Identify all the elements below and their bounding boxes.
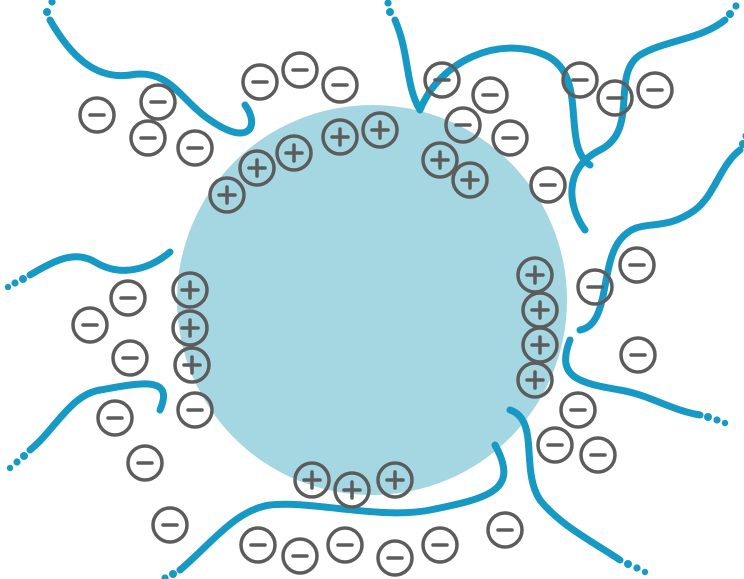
polymer-end-dot [384,0,391,7]
minus-charge-icon [488,513,522,547]
minus-charge-icon [378,541,412,575]
polymer-chain [7,384,164,471]
polymer-end-dot [704,413,712,421]
polymer-backbone [30,252,170,275]
minus-charge-icon [128,446,162,480]
minus-charge-icon [73,308,107,342]
polymer-end-dot [43,8,51,16]
polymer-end-dot [722,420,728,426]
polymer-end-dot [386,8,394,16]
minus-charge-icon [113,341,147,375]
minus-charge-icon [620,248,654,282]
polymer-end-dot [713,416,720,423]
polymer-end-dot [48,0,55,6]
minus-charge-icon [98,401,132,435]
minus-charge-icon [80,98,114,132]
polymer-end-dot [624,560,632,568]
minus-charge-icon [178,393,212,427]
polymer-end-dot [19,275,27,283]
minus-charge-icon [178,131,212,165]
minus-charge-icon [423,528,457,562]
polymer-end-dot [7,465,13,471]
minus-charge-icon [473,78,507,112]
polymer-end-dot [633,564,640,571]
polymer-end-dot [13,458,20,465]
polymer-end-dot [20,452,28,460]
minus-charge-icon [531,168,565,202]
polymer-end-dot [642,569,648,575]
polymer-end-dot [732,2,739,9]
polymer-chain [572,2,740,230]
polymer-end-dot [161,574,168,579]
minus-charge-icon [131,121,165,155]
minus-charge-icon [425,63,459,97]
minus-charge-icon [283,539,317,573]
minus-charge-icon [621,338,655,372]
polymer-end-dot [11,279,18,286]
polymer-end-dot [726,10,734,18]
minus-charge-icon [561,393,595,427]
polymer-chain [566,340,729,426]
polymer-end-dot [5,284,11,290]
minus-charge-icon [323,68,357,102]
minus-charge-icon [283,53,317,87]
minus-charge-icon [493,121,527,155]
minus-charge-icon [638,73,672,107]
polymer-backbone [566,340,700,415]
minus-charge-icon [111,281,145,315]
minus-charge-icon [538,428,572,462]
polymer-chain [5,252,170,290]
core-particle [177,105,567,495]
minus-charge-icon [243,65,277,99]
polymer-end-dot [169,570,177,578]
minus-charge-icon [241,528,275,562]
minus-charge-icon [153,508,187,542]
electrostatic-stabilization-diagram [0,0,744,579]
minus-charge-icon [328,528,362,562]
polymer-chain [510,410,648,575]
minus-charge-icon [581,438,615,472]
minus-charge-icon [141,85,175,119]
